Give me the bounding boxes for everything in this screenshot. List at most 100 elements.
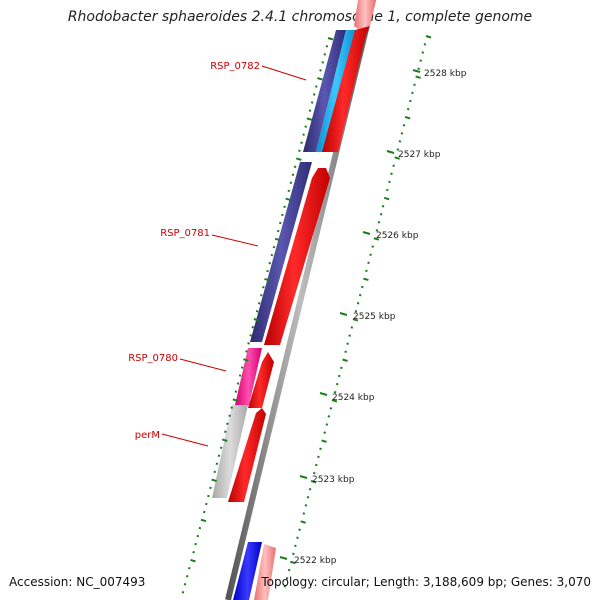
outer-ring-tick	[321, 439, 327, 443]
outer-ring-tick	[390, 172, 393, 176]
inner-ring-tick	[306, 117, 313, 121]
inner-ring-tick	[302, 133, 305, 136]
inner-ring-tick	[188, 566, 191, 570]
outer-ring-tick	[340, 366, 343, 370]
gene-label-rsp0781: RSP_0781	[160, 228, 210, 239]
gene-rsp0780-reverse	[235, 348, 262, 405]
inner-ring-tick	[262, 285, 265, 289]
inner-ring-tick	[196, 534, 200, 538]
outer-ring-tick	[371, 245, 374, 248]
gene-label-rsp0780: RSP_0780	[128, 353, 178, 364]
scale-label-2522: 2522 kbp	[294, 556, 337, 566]
outer-ring-tick	[400, 132, 404, 135]
inner-ring-tick	[268, 261, 272, 265]
outer-ring-tick	[304, 504, 308, 507]
outer-ring-tick	[350, 326, 354, 329]
gene-rsp0782-reverse	[303, 30, 346, 152]
outer-ring-tick	[317, 455, 320, 459]
inner-ring-tick	[209, 486, 212, 490]
gene-perm-forward	[228, 408, 266, 502]
map-title: Rhodobacter sphaeroides 2.4.1 chromosome…	[67, 9, 533, 25]
scale-tick-2528	[412, 69, 421, 73]
outer-tick-ring	[283, 35, 432, 588]
outer-ring-tick	[381, 204, 385, 208]
outer-ring-tick	[365, 269, 368, 273]
inner-ring-tick	[253, 318, 260, 322]
scale-label-2523: 2523 kbp	[312, 475, 355, 485]
inner-ring-tick	[205, 502, 208, 506]
inner-ring-tick	[298, 149, 301, 152]
scale-tick-2527	[386, 150, 395, 154]
gene-label-perm: perM	[135, 430, 160, 441]
outer-ring-tick	[323, 431, 326, 434]
inner-ring-tick	[194, 542, 197, 546]
inner-ring-tick	[202, 510, 206, 514]
outer-ring-tick	[377, 221, 381, 224]
inner-ring-tick	[296, 157, 302, 161]
outer-ring-tick	[367, 261, 370, 265]
outer-ring-tick	[375, 229, 379, 232]
inner-ring-tick	[251, 326, 255, 329]
inner-ring-tick	[317, 77, 323, 81]
outer-ring-tick	[335, 382, 339, 386]
inner-ring-tick	[245, 350, 248, 353]
gene-rsp0781-forward	[264, 168, 330, 345]
outer-ring-tick	[327, 415, 331, 418]
outer-ring-tick	[312, 471, 316, 475]
outer-ring-tick	[394, 156, 400, 160]
inner-ring-tick	[315, 85, 318, 88]
scale-label-2525: 2525 kbp	[353, 312, 396, 322]
inner-ring-tick	[226, 422, 229, 425]
inner-ring-tick	[247, 342, 250, 345]
outer-ring-tick	[363, 277, 369, 282]
inner-ring-tick	[266, 269, 269, 273]
outer-ring-tick	[348, 334, 351, 337]
outer-ring-tick	[425, 35, 432, 39]
gene-rsp0781-reverse	[250, 162, 312, 342]
outer-ring-tick	[356, 301, 360, 305]
gene-perm-reverse	[212, 405, 248, 498]
inner-ring-tick	[217, 454, 221, 458]
leader-rsp0781	[211, 234, 259, 247]
scale-tick-2522	[279, 556, 288, 560]
inner-ring-tick	[321, 61, 324, 64]
outer-ring-tick	[308, 487, 312, 491]
inner-ring-tick	[264, 277, 270, 282]
outer-ring-tick	[406, 107, 410, 111]
outer-ring-tick	[329, 407, 333, 410]
inner-ring-tick	[327, 37, 334, 41]
scale-label-2526: 2526 kbp	[376, 231, 419, 241]
inner-ring-tick	[232, 398, 239, 402]
inner-ring-tick	[240, 366, 244, 369]
outer-ring-tick	[409, 99, 412, 103]
outer-ring-tick	[346, 342, 349, 345]
outer-ring-tick	[333, 390, 337, 394]
scale-label-2528: 2528 kbp	[424, 69, 467, 79]
outer-ring-tick	[296, 536, 299, 540]
gene-rsp0782-cyan-segment	[316, 30, 356, 152]
outer-ring-tick	[306, 496, 310, 499]
outer-ring-tick	[421, 51, 425, 54]
inner-ring-tick	[190, 558, 196, 563]
scale-markers: 2528 kbp 2527 kbp 2526 kbp 2525 kbp 2524…	[279, 69, 467, 566]
leader-rsp0780	[179, 358, 227, 372]
outer-ring-tick	[338, 374, 341, 378]
outer-ring-tick	[398, 140, 402, 143]
outer-ring-tick	[373, 237, 380, 241]
outer-ring-tick	[300, 520, 306, 524]
gene-forward-top	[354, 0, 376, 32]
inner-ring-tick	[219, 446, 223, 450]
gene-label-rsp0782: RSP_0782	[210, 61, 260, 72]
inner-ring-tick	[281, 213, 284, 217]
inner-ring-tick	[291, 173, 295, 177]
outer-ring-tick	[294, 544, 297, 548]
scale-tick-2526	[362, 231, 371, 235]
outer-ring-tick	[315, 463, 318, 467]
outer-ring-tick	[285, 576, 289, 580]
gene-forward-lower	[254, 544, 276, 600]
outer-ring-tick	[392, 164, 395, 167]
outer-ring-tick	[386, 188, 389, 192]
gene-rsp0782-forward	[322, 26, 370, 152]
inner-ring-tick	[300, 141, 303, 144]
